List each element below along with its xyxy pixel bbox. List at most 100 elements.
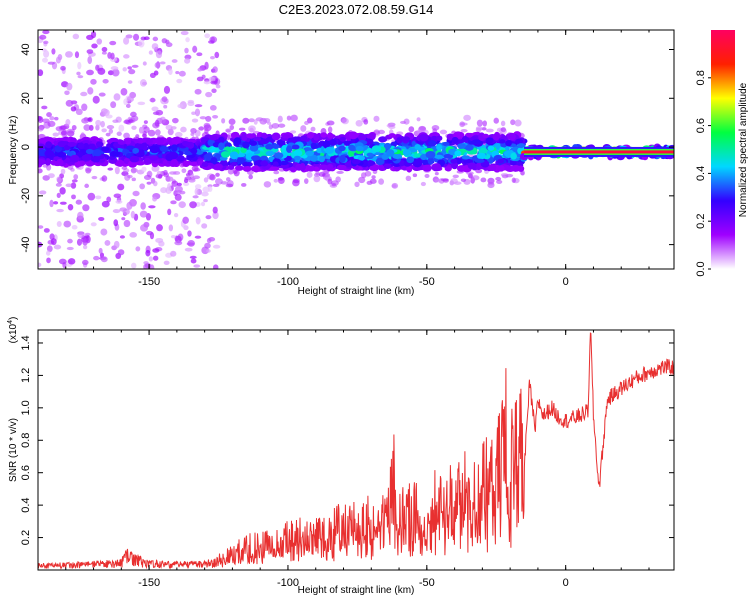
heatmap-cell — [487, 145, 495, 151]
heatmap-cell — [165, 176, 174, 182]
heatmap-cell — [149, 145, 160, 154]
heatmap-cell — [520, 171, 525, 176]
heatmap-cell — [118, 124, 125, 132]
heatmap-cell — [114, 166, 120, 175]
heatmap-cell — [212, 66, 218, 73]
heatmap-cell — [205, 115, 212, 122]
bottom-x-ticks: -150 -100 -50 0 — [37, 330, 650, 589]
heatmap-cell — [369, 165, 380, 171]
heatmap-cell — [56, 158, 64, 166]
heatmap-cell — [113, 93, 121, 101]
heatmap-cell — [141, 81, 148, 86]
heatmap-cell — [242, 141, 250, 149]
x-tick-label: -150 — [138, 577, 160, 589]
heatmap-cell — [241, 182, 247, 187]
heatmap-cell — [452, 174, 459, 179]
heatmap-cell — [420, 154, 428, 160]
heatmap-cell — [300, 125, 307, 132]
heatmap-cell — [286, 115, 292, 121]
heatmap-cell — [42, 30, 50, 35]
heatmap-cell — [272, 161, 279, 168]
heatmap-cell — [190, 258, 197, 264]
heatmap-cell — [81, 154, 92, 161]
heatmap-cell — [131, 125, 137, 130]
heatmap-cell — [167, 128, 174, 136]
heatmap-cell — [168, 68, 173, 75]
heatmap-cell — [151, 43, 159, 50]
heatmap-cell — [279, 160, 289, 166]
heatmap-cell — [136, 161, 145, 166]
heatmap-cell — [357, 155, 365, 161]
y-tick-label: -20 — [20, 188, 32, 204]
heatmap-cell — [76, 238, 83, 246]
heatmap-cell — [131, 262, 137, 269]
heatmap-cell — [201, 223, 208, 229]
heatmap-cell — [42, 175, 50, 181]
bottom-x-axis-label: Height of straight line (km) — [298, 585, 415, 596]
heatmap-cell — [406, 156, 415, 164]
heatmap-cell — [212, 206, 218, 214]
heatmap-cell — [106, 196, 112, 203]
heatmap-cell — [218, 136, 225, 144]
heatmap-cell — [167, 183, 172, 191]
heatmap-cell — [90, 78, 97, 85]
heatmap-cell — [482, 133, 489, 139]
heatmap-cell — [190, 132, 195, 137]
heatmap-cell — [253, 136, 262, 142]
heatmap-cell — [66, 128, 75, 134]
heatmap-cell — [84, 232, 91, 236]
heatmap-cell — [204, 33, 211, 39]
heatmap-cell — [208, 76, 216, 82]
heatmap-cell — [313, 133, 320, 141]
heatmap-cell — [375, 157, 385, 166]
heatmap-cell — [220, 151, 231, 158]
heatmap-cell — [291, 144, 300, 150]
heatmap-cell — [123, 37, 130, 45]
heatmap-cell — [383, 163, 392, 170]
heatmap-cell — [131, 177, 136, 182]
heatmap-cell — [405, 175, 412, 182]
heatmap-cell — [155, 50, 163, 59]
heatmap-cell — [95, 141, 104, 147]
heatmap-cell — [210, 157, 218, 164]
heatmap-cell — [307, 131, 315, 139]
heatmap-cell — [331, 183, 337, 187]
heatmap-cell — [100, 256, 108, 263]
heatmap-cell — [252, 165, 260, 173]
heatmap-cell — [138, 126, 144, 134]
heatmap-cell — [71, 179, 78, 183]
heatmap-cell — [196, 76, 204, 82]
heatmap-cell — [70, 182, 77, 189]
heatmap-cell — [442, 178, 449, 183]
heatmap-cell — [315, 170, 320, 176]
heatmap-cell — [105, 132, 111, 137]
heatmap-cell — [101, 46, 108, 52]
heatmap-cell — [500, 120, 506, 127]
heatmap-cell — [199, 116, 207, 120]
heatmap-cell — [408, 126, 415, 133]
heatmap-cell — [100, 120, 105, 128]
heatmap-cell — [227, 168, 234, 175]
heatmap-cell — [176, 78, 183, 84]
heatmap-cell — [306, 171, 313, 178]
heatmap-cell — [225, 183, 234, 188]
heatmap-cell — [106, 124, 115, 130]
heatmap-cell — [152, 255, 159, 261]
heatmap-cell — [363, 119, 369, 125]
heatmap-cell — [206, 237, 212, 244]
heatmap-cell — [95, 119, 102, 127]
heatmap-cell — [180, 126, 187, 133]
heatmap-cell — [56, 220, 62, 227]
heatmap-cell — [76, 71, 81, 76]
heatmap-cell — [130, 167, 138, 173]
heatmap-cell — [265, 150, 275, 157]
heatmap-cell — [203, 177, 209, 183]
heatmap-cell — [90, 31, 97, 39]
heatmap-cell — [178, 155, 185, 161]
heatmap-cell — [277, 115, 283, 123]
heatmap-cell — [220, 159, 228, 166]
heatmap-cell — [388, 133, 397, 138]
heatmap-cell — [121, 166, 128, 170]
heatmap-cell — [189, 201, 197, 209]
heatmap-cell — [142, 61, 147, 66]
